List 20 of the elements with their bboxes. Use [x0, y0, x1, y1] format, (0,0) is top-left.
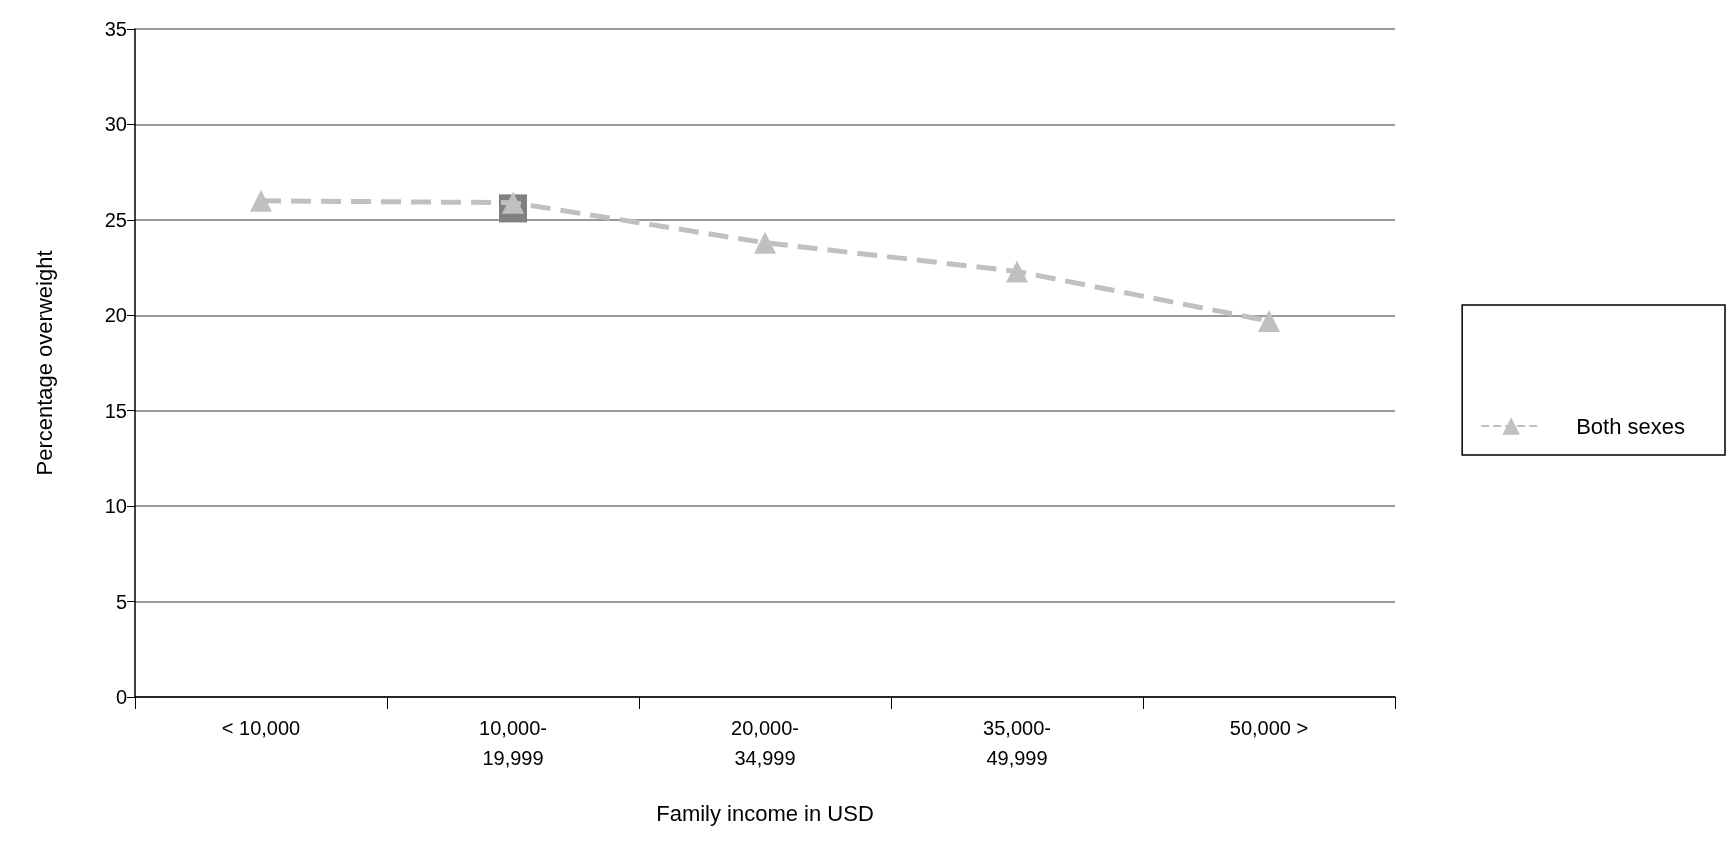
x-tick-label: 50,000 > — [1229, 717, 1309, 739]
y-tick-label: 25 — [104, 208, 127, 231]
point — [250, 189, 272, 212]
y-tick-label: 10 — [104, 495, 127, 518]
point — [1258, 310, 1280, 333]
x-tick-label: 35,000-49,999 — [983, 717, 1051, 769]
point — [1006, 260, 1028, 283]
y-tick-label: 30 — [104, 113, 127, 136]
y-tick-label: 0 — [115, 686, 127, 708]
y-tick-label: 15 — [104, 399, 127, 422]
legend-label: Both sexes — [1576, 413, 1685, 439]
x-tick-label: 10,000-19,999 — [479, 717, 547, 769]
x-axis-title: Family income in USD — [656, 800, 874, 826]
x-tick-label: < 10,000 — [221, 717, 301, 739]
y-axis-title: Percentage overweight — [31, 250, 57, 476]
y-tick-label: 20 — [104, 304, 127, 327]
x-tick-label: 20,000-34,999 — [731, 717, 799, 769]
point — [754, 231, 776, 254]
y-tick-label: 5 — [115, 590, 127, 613]
y-tick-label: 35 — [104, 18, 127, 40]
